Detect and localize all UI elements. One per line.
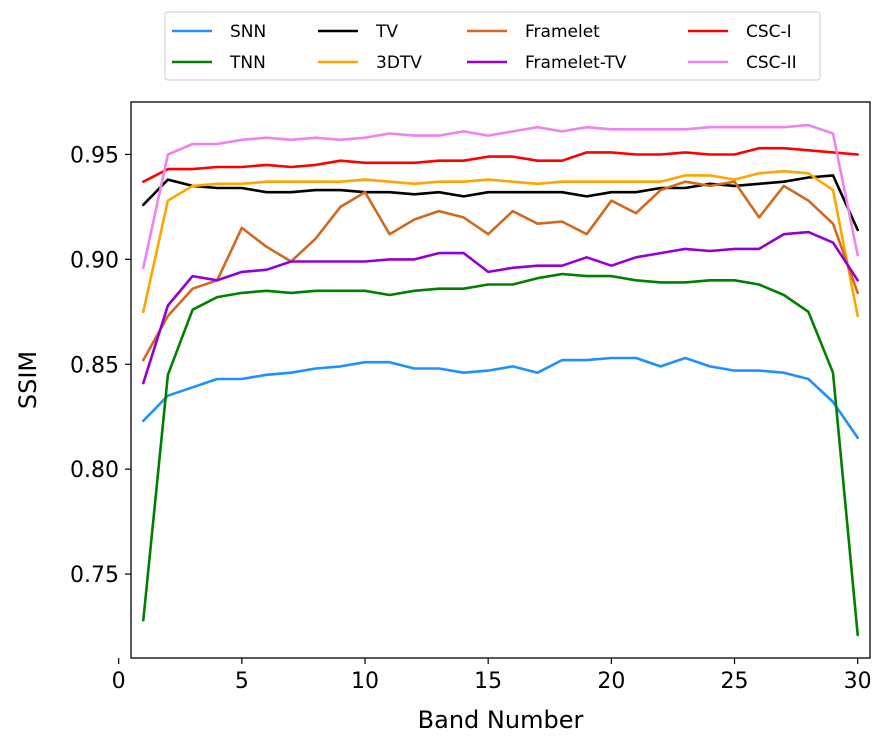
y-tick-label: 0.95	[70, 143, 119, 168]
plot-frame	[130, 101, 871, 659]
series-line-csc-ii	[142, 123, 860, 270]
x-tick-label: 20	[597, 669, 625, 694]
y-tick-label: 0.85	[70, 353, 119, 378]
legend-label: SNN	[230, 22, 266, 42]
y-tick-label: 0.90	[70, 248, 119, 273]
x-axis-label: Band Number	[418, 706, 584, 734]
legend: SNN TNN TV 3DTV Framelet Framelet-TV CSC-I CSC-…	[164, 11, 821, 81]
series-line-snn	[142, 356, 860, 440]
legend-label: TV	[375, 22, 398, 42]
x-tick-label: 15	[474, 669, 502, 694]
x-tick-label: 5	[235, 669, 249, 694]
x-tick-label: 25	[721, 669, 749, 694]
y-tick-label: 0.80	[70, 458, 119, 483]
series-line-framelet	[142, 180, 860, 362]
legend-label: CSC-I	[746, 22, 792, 42]
legend-label: 3DTV	[376, 53, 422, 73]
series-line-csc-i	[142, 146, 860, 183]
x-tick-label: 30	[844, 669, 872, 694]
series-line-framelet-tv	[142, 230, 860, 385]
legend-label: CSC-II	[746, 53, 797, 73]
y-axis-ticks: 0.75 0.80 0.85 0.90 0.95	[70, 143, 131, 588]
legend-label: Framelet-TV	[525, 53, 627, 73]
series-line-3dtv	[142, 169, 860, 318]
x-tick-label: 0	[112, 669, 126, 694]
series-line-tnn	[142, 272, 860, 637]
x-axis-ticks: 0 5 10 15 20 25 30	[112, 658, 872, 694]
x-tick-label: 10	[351, 669, 379, 694]
legend-label: Framelet	[525, 22, 600, 42]
legend-label: TNN	[229, 53, 266, 73]
y-tick-label: 0.75	[70, 563, 119, 588]
series-layer	[142, 123, 860, 637]
y-axis-label: SSIM	[14, 351, 42, 409]
